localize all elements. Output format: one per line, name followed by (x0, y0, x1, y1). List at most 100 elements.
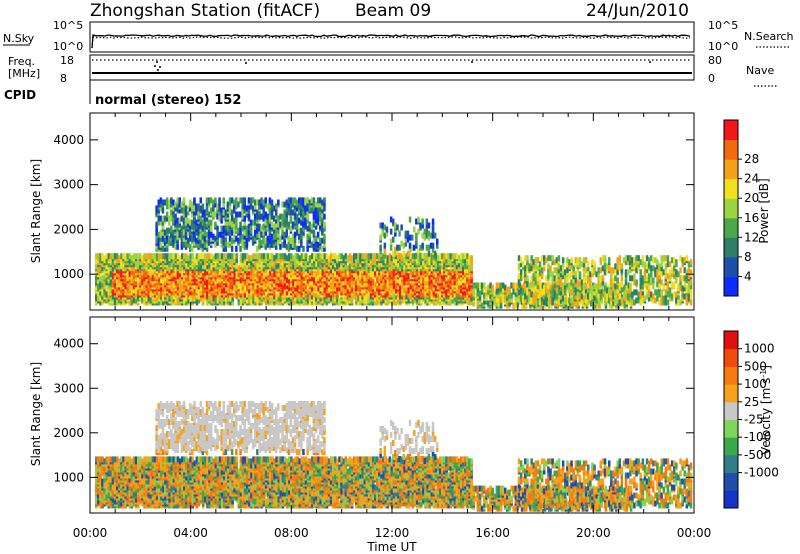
power-cell (409, 269, 413, 276)
power-cell (162, 281, 165, 288)
power-cell (162, 253, 165, 260)
power-cell (468, 299, 471, 306)
power-cell (390, 261, 394, 268)
power-cell (411, 289, 415, 296)
power-cell (304, 253, 308, 260)
power-cell (206, 289, 209, 296)
power-cell (447, 253, 450, 260)
power-cell (172, 253, 176, 260)
power-cell (143, 253, 146, 260)
power-cell (367, 297, 371, 304)
power-cell (170, 215, 173, 222)
power-cell (457, 255, 461, 262)
power-cell (281, 261, 285, 268)
power-cell (187, 275, 190, 282)
power-cell (407, 291, 410, 298)
power-cell (137, 283, 140, 290)
power-cell (184, 215, 188, 222)
power-cell (143, 279, 146, 286)
power-cell (180, 225, 184, 232)
power-cell (413, 253, 417, 260)
power-cell (134, 253, 138, 260)
power-cell (296, 293, 299, 300)
power-cell (430, 265, 434, 272)
power-cell (157, 215, 160, 222)
power-cell (204, 257, 207, 264)
power-cell (365, 253, 369, 260)
power-cell (223, 253, 226, 260)
power-cell (359, 285, 362, 292)
power-cell (334, 253, 337, 260)
power-cell (455, 283, 459, 290)
power-cell (101, 275, 104, 282)
power-cell (149, 257, 153, 264)
power-cell (296, 285, 299, 292)
power-cell (247, 213, 251, 220)
power-cell (107, 289, 111, 296)
power-cell (176, 263, 180, 270)
power-cell (172, 199, 175, 206)
power-cell (428, 269, 431, 276)
power-cell (344, 287, 348, 294)
power-cell (178, 201, 181, 208)
power-cell (97, 289, 100, 296)
power-cell (105, 253, 108, 260)
power-cell (250, 269, 253, 276)
power-cell (304, 269, 308, 276)
power-cell (374, 259, 377, 266)
power-cell (346, 287, 350, 294)
power-cell (170, 283, 173, 290)
power-cell (332, 295, 335, 302)
freq-tick-top: 18 (60, 54, 74, 67)
power-cell (407, 287, 410, 294)
power-cell (193, 257, 197, 264)
power-cell (165, 215, 169, 222)
power-cell (424, 293, 427, 300)
power-cell (403, 263, 406, 270)
power-cell (168, 219, 171, 226)
power-cell (411, 265, 415, 272)
power-cell (317, 267, 320, 274)
power-cell (262, 279, 266, 286)
power-cell (311, 257, 314, 264)
power-cell (260, 259, 264, 266)
power-cell (378, 255, 381, 262)
power-cell (178, 285, 182, 292)
power-cell (202, 275, 205, 282)
power-cell (172, 293, 176, 300)
power-cell (447, 259, 450, 266)
power-cell (216, 225, 219, 232)
power-cell (111, 253, 115, 260)
power-cell (336, 255, 339, 262)
power-cell (241, 297, 245, 304)
power-cell (160, 277, 163, 284)
nave-dip-point (649, 61, 651, 63)
power-cell (113, 295, 117, 302)
power-cell (145, 269, 148, 276)
power-cell (275, 291, 278, 298)
power-cell (374, 289, 377, 296)
power-cell (176, 253, 180, 260)
power-cell (357, 295, 360, 302)
power-cell (453, 295, 457, 302)
power-cell (306, 293, 310, 300)
nsearch-label: N.Search (744, 30, 794, 43)
nsky-tick-top: 10^5 (53, 19, 83, 32)
power-cell (116, 253, 119, 260)
power-cell (187, 297, 190, 304)
power-cell (193, 293, 197, 300)
power-cell (166, 253, 169, 260)
power-cell (182, 241, 186, 248)
power-cell (187, 291, 190, 298)
power-cell (124, 297, 127, 304)
power-cell (256, 297, 259, 304)
power-cell (374, 281, 377, 288)
power-cell (180, 243, 184, 250)
power-cell (187, 269, 190, 276)
power-cell (298, 293, 301, 300)
power-cell (399, 283, 402, 290)
power-cell (105, 259, 108, 266)
power-cell (153, 281, 157, 288)
power-cell (143, 275, 146, 282)
power-cell (394, 265, 398, 272)
